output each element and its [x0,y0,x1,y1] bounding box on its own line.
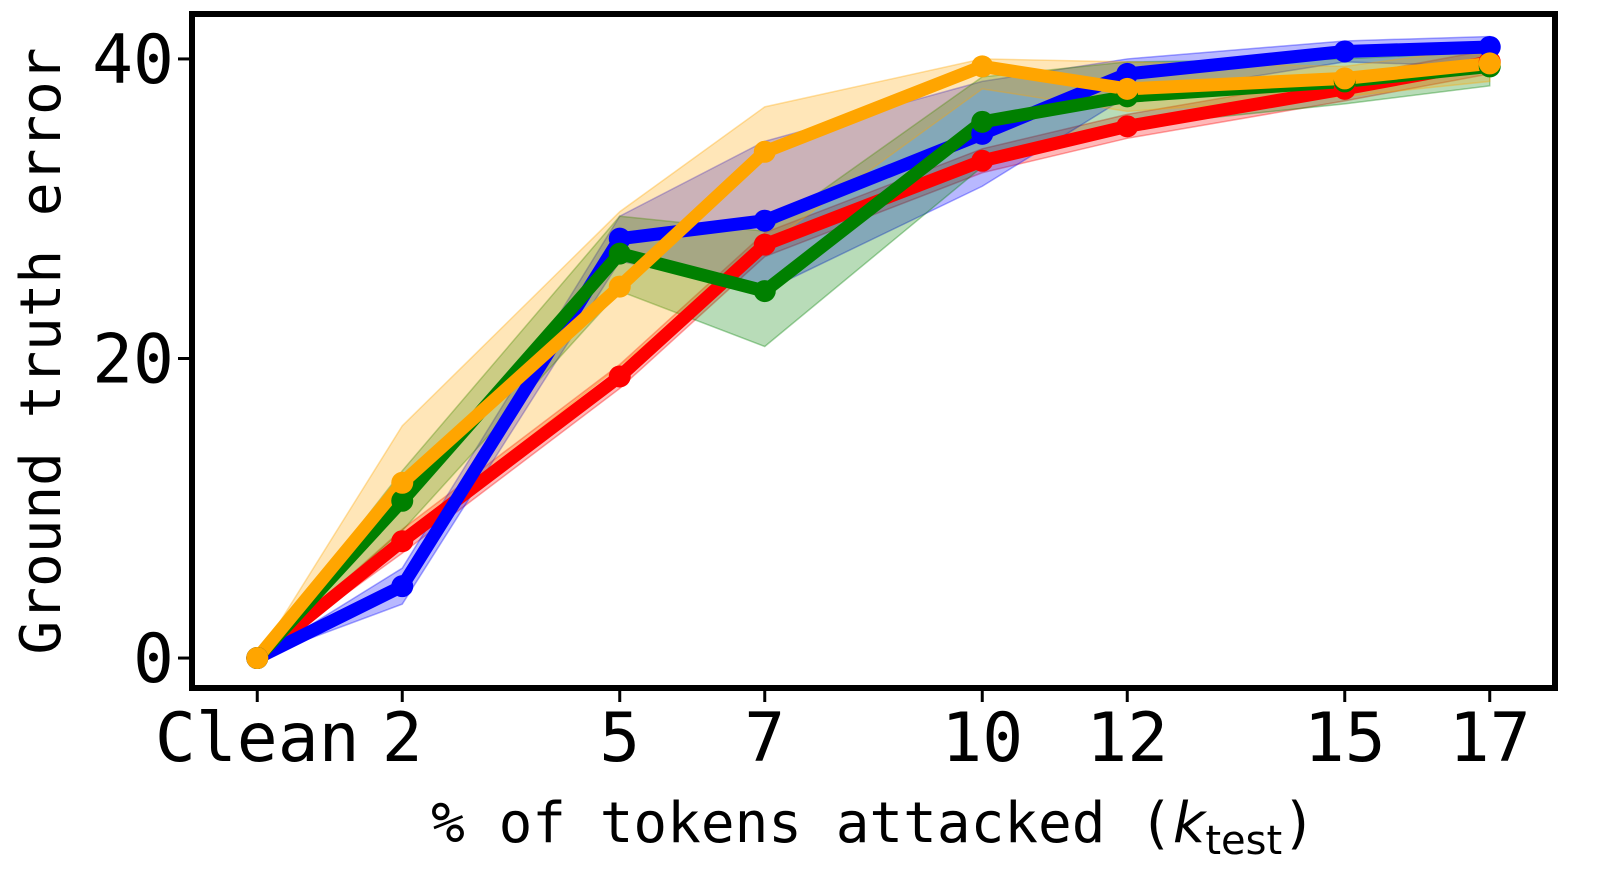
x-axis-label: % of tokens attacked (ktest) [431,791,1316,864]
point-red-7 [753,233,776,256]
x-tick-label: 2 [382,699,423,778]
confidence-bands [256,35,1491,659]
point-orange-5 [608,275,631,298]
y-axis-ticks: 0 20 40 [92,21,189,699]
point-green-5 [608,242,631,265]
point-orange-2 [391,471,414,494]
x-tick-label: 5 [599,699,640,778]
line-blue [250,40,1497,665]
x-tick-label: 7 [744,699,785,778]
y-tick-label: 0 [133,620,174,699]
point-red-2 [391,530,414,553]
series-points [246,35,1501,670]
y-tick-label: 20 [92,320,174,399]
point-green-2 [391,489,414,512]
x-axis-label-text: % of tokens attacked ( [431,791,1173,856]
point-blue-7 [753,209,776,232]
x-axis-label-close: ) [1282,791,1316,856]
point-orange-Clean [246,647,269,670]
point-orange-12 [1116,77,1139,100]
x-axis-label-sub: test [1205,818,1282,864]
x-tick-label: 15 [1304,699,1386,778]
x-tick-label: 17 [1449,699,1531,778]
point-red-5 [608,365,631,388]
x-axis-ticks: Clean 2 5 7 10 12 15 17 [155,691,1531,778]
x-tick-label: 12 [1086,699,1168,778]
plot-frame [189,11,1558,691]
x-tick-label: 10 [941,699,1023,778]
point-orange-15 [1333,67,1356,90]
y-axis-label: Ground truth error [9,48,74,655]
band-orange [256,46,1491,659]
point-blue-17 [1478,35,1501,58]
point-orange-7 [753,140,776,163]
point-orange-17 [1478,52,1501,75]
x-tick-label: Clean [155,699,360,778]
line-orange [250,56,1497,665]
point-orange-10 [971,55,994,78]
x-axis-label-var: k [1173,791,1208,856]
point-green-10 [971,110,994,133]
point-red-10 [971,149,994,172]
y-tick-label: 40 [92,21,174,100]
series-lines [250,40,1497,665]
point-blue-2 [391,575,414,598]
point-green-7 [753,280,776,303]
point-red-12 [1116,115,1139,138]
point-blue-15 [1333,40,1356,63]
